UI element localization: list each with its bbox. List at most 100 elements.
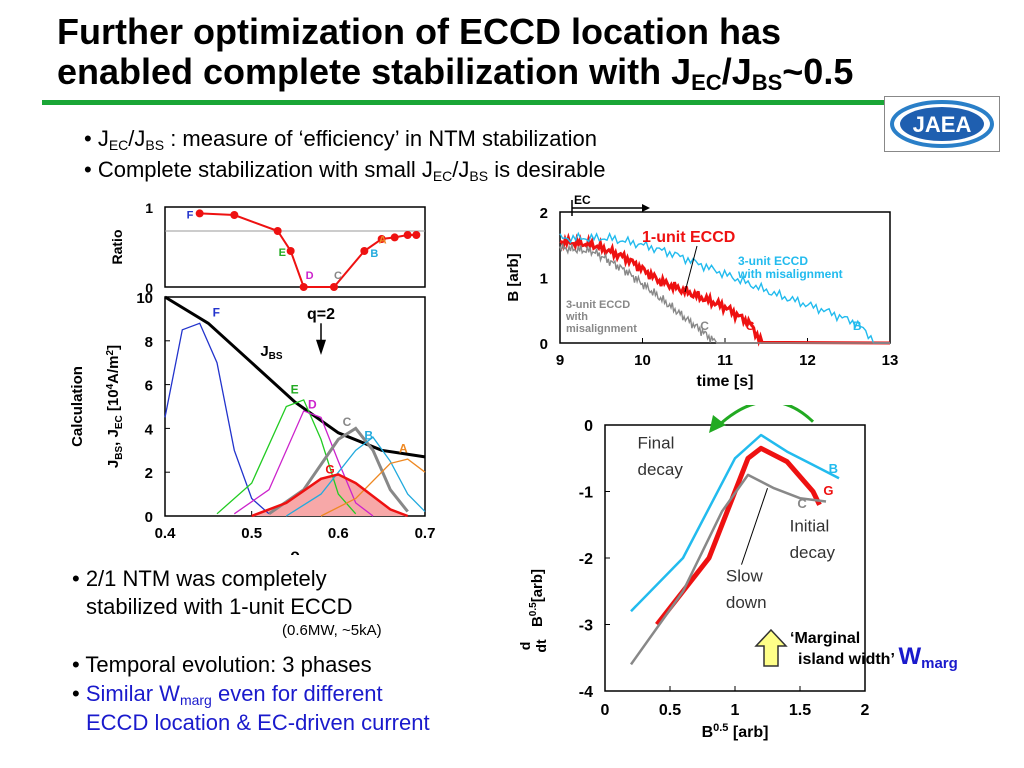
profile-series-A xyxy=(320,458,426,517)
profile-ytick: 4 xyxy=(145,421,154,438)
growth-rate-chart: 0 -1 -2 -3 -4 0 0.5 1 1.5 2 B0.5 [arb] d dt B0.5[arb]… xyxy=(517,405,870,741)
label-slow-1: Slow xyxy=(726,566,764,585)
profile-label-E: E xyxy=(291,382,299,396)
growth-ytick: -3 xyxy=(579,618,593,635)
green-arrowhead xyxy=(709,415,726,433)
label-final-1: Final xyxy=(638,433,675,452)
profile-series-F xyxy=(164,322,270,515)
growth-ylabel: B0.5[arb] xyxy=(528,569,546,627)
bullet-three-phases: • Temporal evolution: 3 phases xyxy=(72,652,372,677)
slow-pointer xyxy=(741,488,768,565)
profile-ytick: 2 xyxy=(145,465,153,482)
profile-ytick: 10 xyxy=(136,290,153,307)
growth-ytick: 0 xyxy=(584,418,593,435)
growth-xtick: 1.5 xyxy=(789,702,811,719)
profile-xtick: 0.7 xyxy=(415,525,436,542)
growth-xtick: 0 xyxy=(601,702,610,719)
ec-arrowhead xyxy=(642,204,650,212)
growth-ytick: -2 xyxy=(579,551,593,568)
profile-ytick: 0 xyxy=(145,509,153,526)
growth-xtick: 1 xyxy=(731,702,740,719)
profile-xtick: 0.5 xyxy=(241,525,262,542)
profile-label-F: F xyxy=(213,306,220,320)
title-line-2: enabled complete stabilization with JEC/… xyxy=(57,51,854,95)
marginal-label: ‘Marginal island width’ Wmarg xyxy=(790,630,958,673)
calculation-label: Calculation xyxy=(69,366,86,447)
label-B: B xyxy=(853,319,862,333)
ratio-point xyxy=(299,283,308,291)
ratio-point-label: B xyxy=(370,248,378,260)
bullet-desirable: • Complete stabilization with small JEC/… xyxy=(84,157,606,184)
power-note: (0.6MW, ~5kA) xyxy=(282,622,382,639)
growth-rate-figure: 0 -1 -2 -3 -4 0 0.5 1 1.5 2 B0.5 [arb] d dt B0.5[arb]… xyxy=(517,405,870,741)
logo-text: JAEA xyxy=(913,112,972,137)
jbs-label: JBS xyxy=(260,343,283,362)
ratio-point-label: C xyxy=(334,270,342,282)
profile-ylabel: JBS, JEC [104A/m2] xyxy=(105,345,125,468)
profile-label-B: B xyxy=(364,428,373,442)
ratio-point xyxy=(273,227,282,235)
profile-label-A: A xyxy=(399,441,408,455)
profile-ytick: 8 xyxy=(145,334,153,351)
ratio-ylabel: Ratio xyxy=(109,230,125,265)
label-3-unit-a: 3-unit ECCD xyxy=(738,254,808,268)
time-xtick: 11 xyxy=(717,352,733,369)
label-3-unit-b: with misalignment xyxy=(737,267,843,281)
profile-ytick: 6 xyxy=(145,378,153,395)
label-1-unit-pointer xyxy=(684,245,698,293)
profile-label-D: D xyxy=(308,398,317,412)
time-ylabel: B [arb] xyxy=(505,253,522,301)
time-series-G xyxy=(559,232,891,347)
bullet-similar-wmarg: • Similar Wmarg even for different xyxy=(72,681,383,708)
time-ytick: 1 xyxy=(540,271,548,288)
ratio-ytick: 0 xyxy=(145,280,153,296)
q2-arrowhead xyxy=(316,339,326,356)
ratio-ytick: 1 xyxy=(145,200,153,216)
profile-xtick: 0.4 xyxy=(155,525,177,542)
time-xtick: 13 xyxy=(882,352,899,369)
bullet-efficiency: • JEC/JBS : measure of ‘efficiency’ in N… xyxy=(84,126,597,153)
jaea-logo-icon: JAEA xyxy=(890,100,994,148)
time-ytick: 0 xyxy=(540,336,548,353)
ratio-point xyxy=(412,231,421,239)
growth-label-B: B xyxy=(829,461,838,476)
label-final-2: decay xyxy=(638,460,684,479)
profile-series-G xyxy=(251,473,409,518)
label-gray-c: misalignment xyxy=(566,323,637,335)
time-xtick: 12 xyxy=(799,352,816,369)
growth-ylabel-dt: dt xyxy=(533,639,549,653)
title-line-1: Further optimization of ECCD location ha… xyxy=(57,11,782,52)
ratio-point xyxy=(377,235,386,243)
ratio-point-label: A xyxy=(379,234,387,246)
label-initial-2: decay xyxy=(790,543,836,562)
ratio-point xyxy=(230,211,239,219)
ratio-chart: 0 1 Ratio F E D C BA xyxy=(109,200,426,296)
ratio-point xyxy=(195,209,204,218)
growth-label-C: C xyxy=(797,496,807,511)
q2-label: q=2 xyxy=(307,306,335,323)
bullet-similar-wmarg-line2: ECCD location & EC-driven current xyxy=(86,710,430,735)
time-series-C xyxy=(559,243,890,344)
profile-chart: 0 2 4 6 8 10 0.4 0.5 0.6 0.7 ρ Calculation JBS, JEC … xyxy=(69,290,435,555)
ratio-point xyxy=(286,247,295,255)
label-1-unit: 1-unit ECCD xyxy=(642,229,735,246)
ratio-point-label: E xyxy=(279,247,286,259)
growth-series-B xyxy=(630,433,840,613)
ratio-point xyxy=(330,283,338,291)
ec-label: EC xyxy=(574,193,591,207)
up-arrow-icon xyxy=(754,628,788,667)
profile-xlabel: ρ xyxy=(290,547,300,555)
growth-ytick: -1 xyxy=(579,485,593,502)
growth-ytick: -4 xyxy=(579,684,593,701)
label-gray-b: with xyxy=(565,311,588,323)
growth-label-G: G xyxy=(823,483,833,498)
label-initial-1: Initial xyxy=(790,516,830,535)
growth-xtick: 0.5 xyxy=(659,702,681,719)
profile-xtick: 0.6 xyxy=(328,525,349,542)
ratio-frame xyxy=(164,206,426,288)
green-arrow-curve xyxy=(714,405,815,430)
growth-series-G xyxy=(655,445,822,627)
slide-title: Further optimization of ECCD location ha… xyxy=(57,11,957,95)
